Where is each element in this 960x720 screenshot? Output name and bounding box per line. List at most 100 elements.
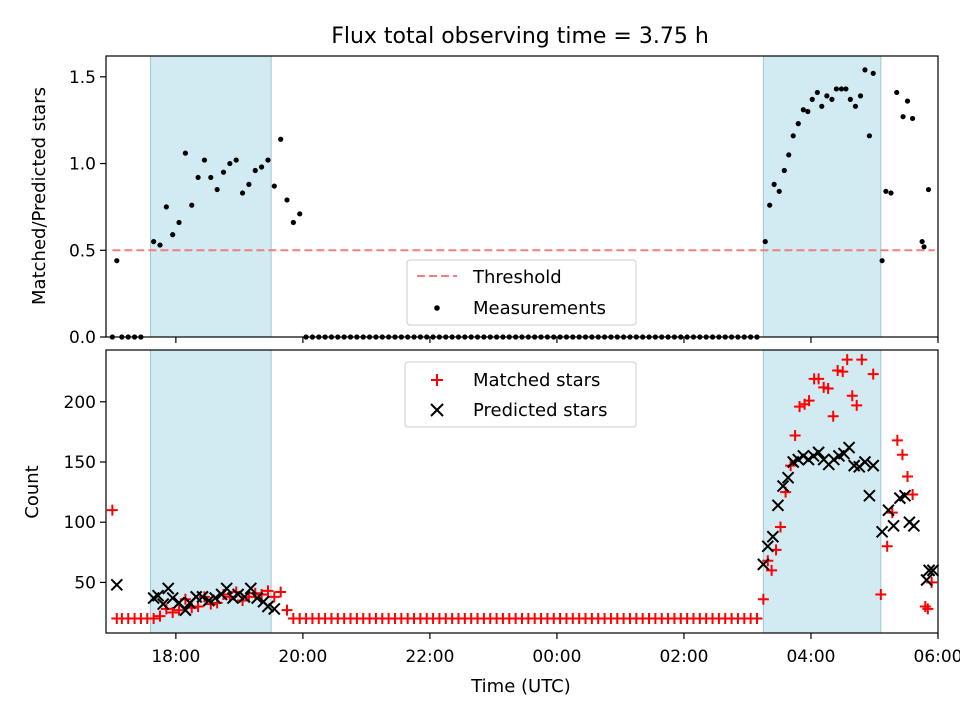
legend-measurements-swatch bbox=[434, 305, 440, 311]
predicted-star-point bbox=[209, 591, 222, 605]
predicted-star-point bbox=[771, 499, 785, 512]
measurement-point bbox=[776, 188, 782, 194]
legend-box bbox=[404, 361, 637, 428]
predicted-star-point bbox=[867, 459, 880, 472]
measurement-point bbox=[847, 96, 853, 102]
matched-star-point bbox=[751, 613, 763, 625]
measurement-point bbox=[819, 103, 825, 109]
predicted-star-point bbox=[898, 489, 912, 502]
predicted-star-point bbox=[268, 602, 281, 616]
predicted-star-point bbox=[110, 578, 124, 592]
measurement-point bbox=[883, 188, 889, 194]
legend-predicted-label: Predicted stars bbox=[473, 400, 607, 421]
measurement-point bbox=[208, 174, 214, 181]
predicted-star-point bbox=[757, 558, 770, 571]
matched-star-point bbox=[881, 540, 893, 552]
matched-star-point bbox=[867, 368, 879, 380]
matched-star-point bbox=[837, 366, 849, 378]
measurement-point bbox=[809, 96, 815, 102]
measurement-point bbox=[900, 114, 906, 120]
measurement-point bbox=[259, 164, 265, 170]
matched-star-point bbox=[281, 604, 293, 616]
y-tick-label: 150 bbox=[64, 453, 96, 473]
measurement-point bbox=[233, 157, 239, 163]
measurement-point bbox=[909, 115, 916, 122]
matched-star-point bbox=[846, 390, 858, 402]
legend-threshold-label: Threshold bbox=[472, 267, 562, 288]
measurement-point bbox=[904, 98, 911, 104]
predicted-star-point bbox=[781, 471, 795, 484]
measurement-point bbox=[176, 219, 182, 226]
measurement-point bbox=[866, 133, 873, 139]
ratio-axes-frame bbox=[105, 55, 939, 338]
measurement-point bbox=[278, 136, 284, 142]
predicted-star-point bbox=[842, 441, 856, 454]
count-axes-frame bbox=[105, 349, 939, 634]
measurement-point bbox=[762, 238, 768, 245]
y-tick-label: 100 bbox=[64, 513, 96, 533]
ratio-legend: Threshold Measurements bbox=[406, 259, 637, 326]
matched-star-point bbox=[813, 373, 825, 385]
count-panel: 50 100 150 200 18:00 20:00 22:00 00:00 02:00 04:… bbox=[22, 349, 960, 697]
matched-star-point bbox=[907, 489, 919, 501]
measurement-point bbox=[227, 160, 233, 167]
observing-window-1 bbox=[149, 55, 272, 338]
measurement-point bbox=[214, 186, 220, 193]
measurement-point bbox=[163, 204, 169, 210]
observing-windows bbox=[149, 55, 882, 338]
y-tick-label: 0.0 bbox=[69, 328, 96, 348]
measurement-point bbox=[857, 93, 864, 99]
ratio-panel: 0.0 0.5 1.0 1.5 Matched/Predicted stars Thr… bbox=[29, 55, 939, 348]
predicted-star-point bbox=[261, 600, 275, 613]
predicted-star-point bbox=[250, 591, 264, 605]
matched-star-point bbox=[757, 593, 769, 605]
measurement-point bbox=[246, 181, 252, 187]
measurement-point bbox=[297, 211, 303, 217]
predicted-star-point bbox=[166, 591, 179, 605]
matched-star-point bbox=[832, 364, 844, 376]
measurement-point bbox=[271, 183, 277, 189]
measurement-point bbox=[220, 169, 227, 175]
measurement-point bbox=[852, 103, 859, 109]
matched-star-point bbox=[902, 470, 914, 482]
measurement-point bbox=[894, 89, 900, 96]
measurement-point bbox=[838, 86, 845, 92]
matched-star-point bbox=[822, 383, 834, 395]
measurement-point bbox=[252, 167, 258, 174]
matched-star-point bbox=[160, 603, 172, 615]
x-tick-label: 00:00 bbox=[532, 647, 581, 667]
measurement-point bbox=[795, 121, 801, 127]
y-tick-label: 1.0 bbox=[69, 155, 96, 175]
predicted-star-point bbox=[162, 582, 175, 595]
chart-title: Flux total observing time = 3.75 h bbox=[331, 24, 709, 49]
x-axis-label: Time (UTC) bbox=[470, 676, 571, 697]
measurement-point bbox=[239, 190, 246, 196]
predicted-star-point bbox=[882, 503, 895, 517]
measurement-point bbox=[195, 174, 201, 181]
x-tick-label: 02:00 bbox=[659, 647, 708, 667]
predicted-star-point bbox=[202, 594, 216, 607]
x-tick-label: 04:00 bbox=[786, 647, 835, 667]
y-tick-label: 1.5 bbox=[69, 68, 96, 88]
predicted-star-point bbox=[766, 530, 780, 543]
x-tick-label: 20:00 bbox=[278, 647, 327, 667]
matched-star-point bbox=[167, 607, 179, 619]
legend-matched-swatch bbox=[431, 374, 443, 386]
x-tick-label: 06:00 bbox=[914, 647, 960, 667]
matched-star-point bbox=[766, 564, 778, 576]
count-x-axis: 18:00 20:00 22:00 00:00 02:00 04:00 06:00 bbox=[151, 633, 960, 667]
measurement-point bbox=[921, 244, 927, 250]
matched-star-point bbox=[827, 410, 839, 422]
matched-star-point bbox=[851, 399, 863, 411]
matched-star-point bbox=[803, 395, 815, 407]
measurement-point bbox=[814, 89, 820, 96]
count-data-marks bbox=[106, 354, 940, 625]
measurement-point bbox=[829, 96, 835, 102]
predicted-star-point bbox=[196, 590, 209, 604]
matched-star-point bbox=[896, 449, 908, 461]
measurement-point bbox=[786, 152, 792, 158]
ratio-y-axis: 0.0 0.5 1.0 1.5 bbox=[69, 68, 106, 348]
measurement-point bbox=[925, 186, 932, 193]
measurement-point bbox=[919, 238, 925, 245]
predicted-star-point bbox=[231, 588, 245, 601]
